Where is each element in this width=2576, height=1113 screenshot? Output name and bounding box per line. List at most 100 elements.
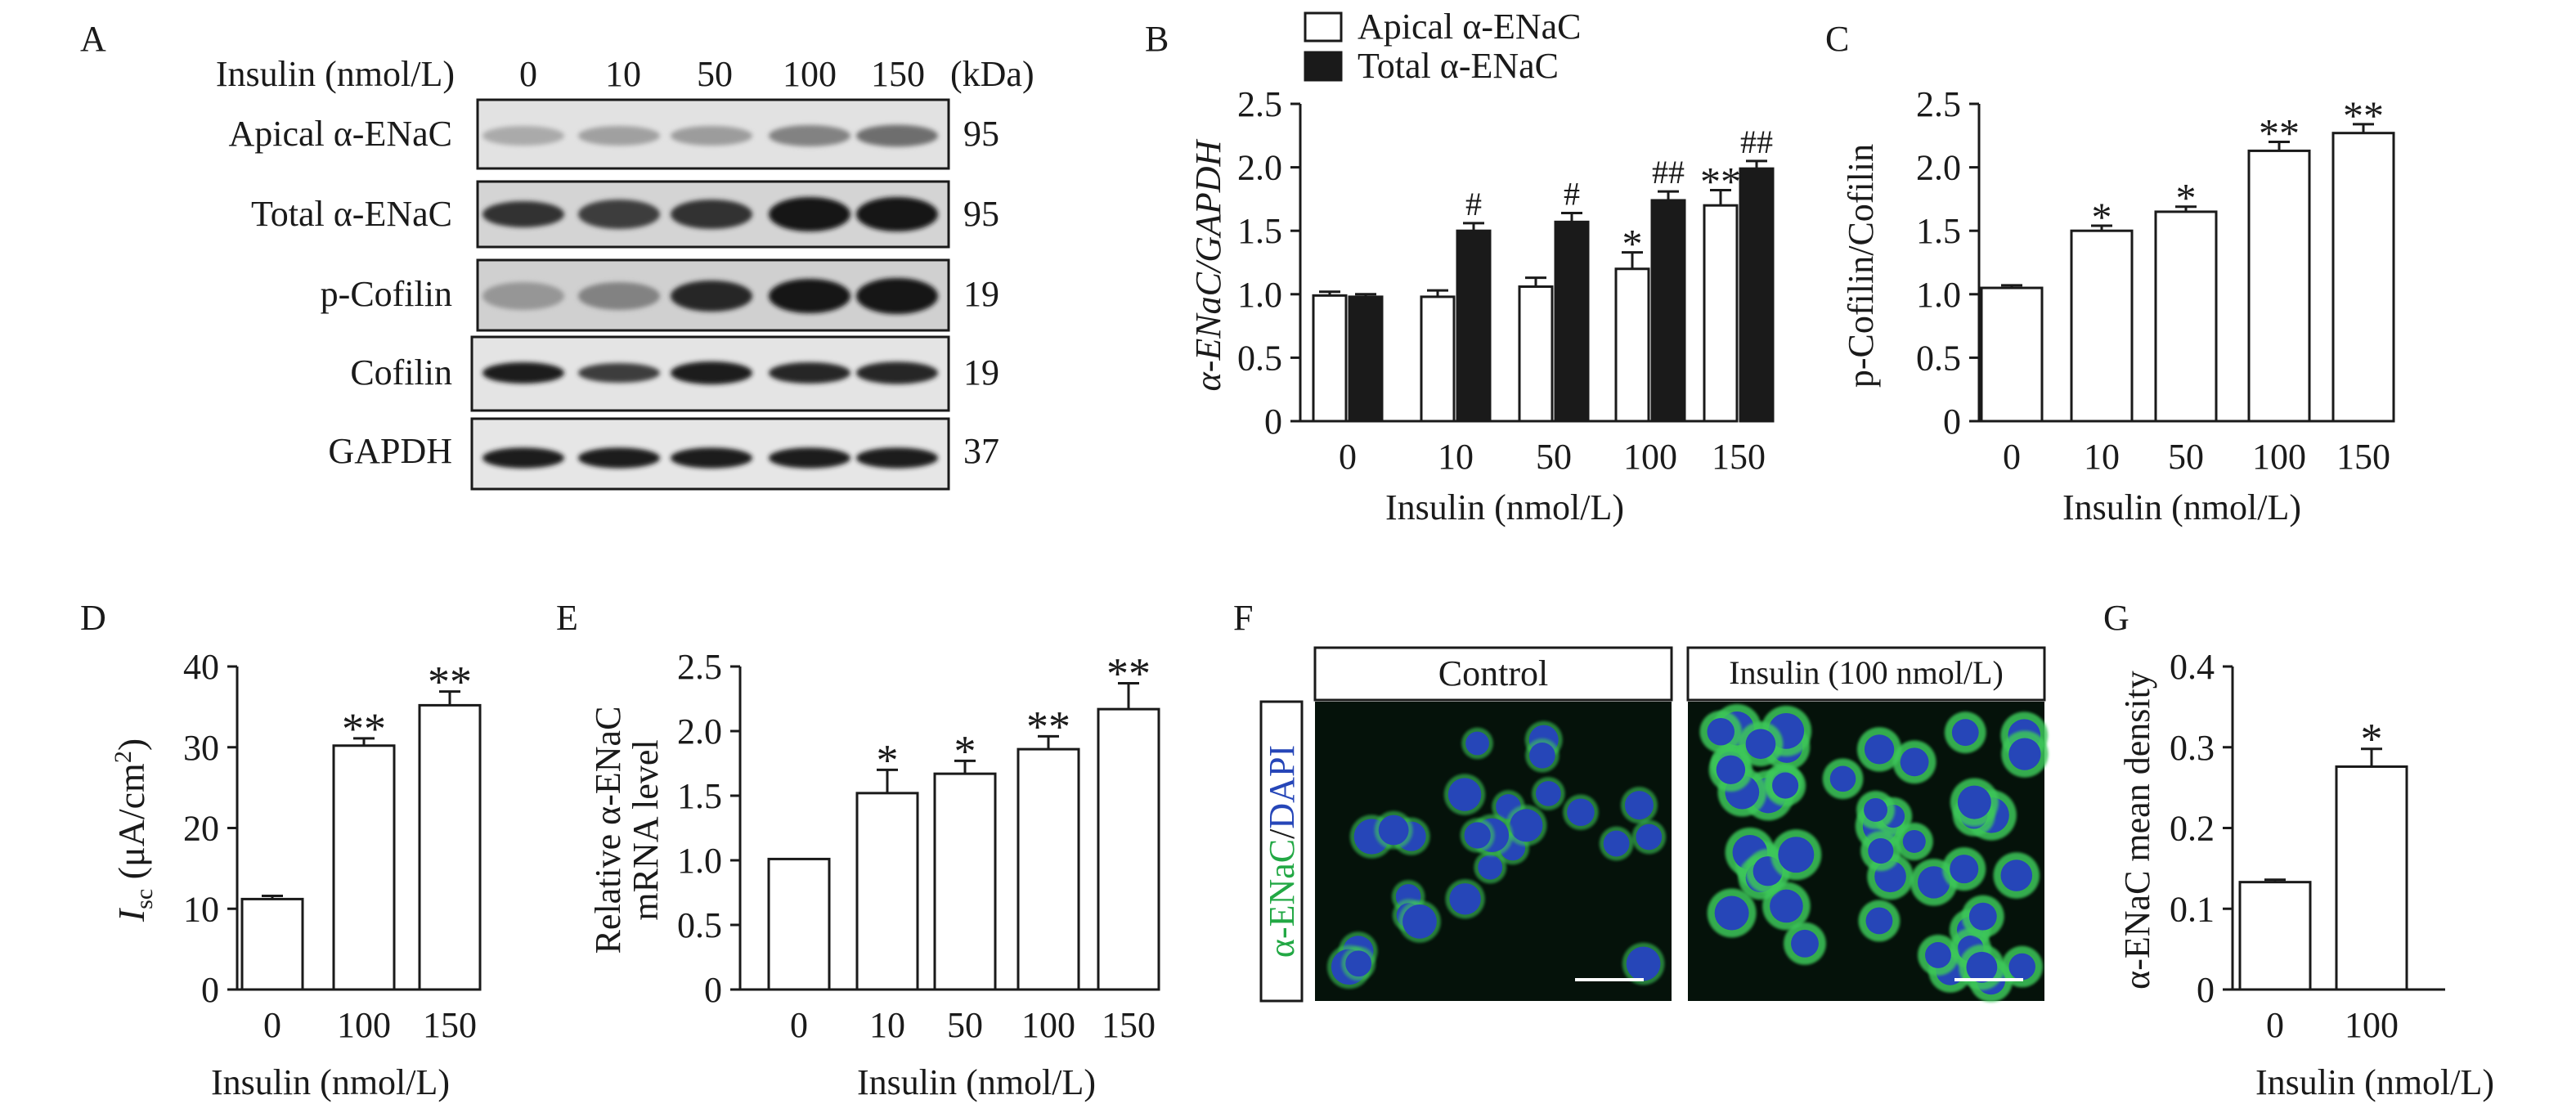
panel-label-d: D (80, 598, 106, 638)
panel-label-c: C (1825, 19, 1849, 59)
scale-bar (1954, 978, 2023, 981)
bar (1554, 220, 1590, 423)
blot-row-pcofilin: p-Cofilin 19 (321, 258, 999, 332)
x-tick-label: 100 (2252, 437, 2306, 477)
cell (1563, 794, 1599, 831)
y-tick-label: 1.0 (1916, 275, 1961, 315)
significance-label: # (1564, 175, 1580, 212)
blot-kda-pcofilin: 19 (963, 274, 999, 314)
y-tick-label: 2.0 (1916, 148, 1961, 188)
blot-kda-apical: 95 (963, 114, 999, 154)
x-tick-label: 100 (1623, 437, 1677, 477)
cell-nucleus (2008, 738, 2041, 770)
cell-nucleus (1636, 824, 1663, 850)
blot-dose-header: Insulin (nmol/L) (216, 54, 455, 94)
significance-label: * (2092, 194, 2112, 240)
blot-band (856, 197, 938, 231)
cell (2001, 730, 2049, 778)
y-tick-label: 0 (704, 970, 722, 1010)
cell-nucleus (1864, 797, 1887, 822)
blot-kda-cofilin: 19 (963, 352, 999, 393)
cell (1892, 740, 1936, 784)
western-blot-panel: Insulin (nmol/L) (kDa) 0 10 50 100 150 A… (216, 54, 1034, 491)
blot-band (578, 363, 660, 383)
x-tick-label: 150 (1102, 1005, 1156, 1045)
cell (1856, 790, 1895, 829)
x-axis-label-g: Insulin (nmol/L) (2255, 1062, 2494, 1102)
cell (1506, 805, 1547, 846)
micro-title-box-control (1313, 646, 1673, 702)
blot-dose-50: 50 (697, 54, 733, 94)
y-tick-label: 0.5 (677, 905, 722, 945)
legend-swatch-total (1304, 51, 1343, 82)
cell-nucleus (1716, 755, 1746, 784)
cell (1443, 774, 1486, 815)
y-tick-label: 1.5 (677, 776, 722, 816)
cell-nucleus (1966, 951, 1998, 983)
cell-nucleus (1968, 902, 1997, 931)
cell-nucleus (1772, 772, 1799, 799)
cell (1738, 721, 1784, 767)
cell-nucleus (1626, 946, 1661, 981)
y-tick-label: 1.5 (1237, 211, 1282, 251)
x-tick-label: 100 (337, 1005, 391, 1045)
cell-nucleus (1714, 895, 1749, 931)
cell-nucleus (1900, 747, 1929, 777)
x-tick-label: 10 (2084, 437, 2120, 477)
bar (2331, 132, 2395, 423)
chart-e: Relative α-ENaC mRNA level Insulin (nmol… (588, 647, 1160, 1102)
bar (767, 857, 831, 991)
blot-row-total: Total α-ENaC 95 (251, 180, 999, 249)
x-tick-label: 150 (423, 1005, 477, 1045)
cell-nucleus (1925, 942, 1951, 968)
micro-label-box (1259, 700, 1304, 1003)
blot-band (578, 126, 660, 146)
blot-band (856, 124, 938, 147)
cell-nucleus (1864, 734, 1895, 765)
cell (1699, 711, 1742, 753)
cell-nucleus (1402, 904, 1437, 939)
blot-dose-150: 150 (871, 54, 925, 94)
significance-label: * (954, 726, 976, 775)
series-0: *** (1312, 159, 1741, 423)
cell-nucleus (1449, 883, 1481, 915)
panel-label-e: E (556, 598, 578, 638)
x-tick-label: 0 (2003, 437, 2021, 477)
cell-nucleus (2008, 953, 2035, 981)
cell (1959, 944, 2005, 990)
x-tick-label: 0 (263, 1005, 281, 1045)
bar (332, 744, 396, 991)
blot-band (769, 362, 850, 384)
y-tick-label: 1.5 (1916, 211, 1961, 251)
scale-bar (1575, 978, 1644, 981)
significance-label: # (1465, 186, 1482, 222)
cell-nucleus (1902, 829, 1926, 853)
y-tick-label: 0.5 (1237, 338, 1282, 378)
significance-label: ## (1652, 154, 1685, 191)
y-axis-label-g: α-ENaC mean density (2117, 671, 2157, 990)
cell (1461, 727, 1493, 760)
cell-nucleus (2000, 859, 2033, 891)
x-axis-label-b: Insulin (nmol/L) (1385, 487, 1624, 527)
cell (1784, 922, 1826, 965)
cell (1707, 888, 1757, 938)
bar (1703, 204, 1739, 423)
blot-kda-total: 95 (963, 194, 999, 234)
cell-nucleus (1567, 798, 1595, 827)
cell (1631, 819, 1667, 855)
cell-nucleus (1865, 907, 1893, 935)
cell-nucleus (1778, 837, 1815, 873)
significance-label: * (2361, 715, 2383, 764)
x-tick-label: 50 (2168, 437, 2204, 477)
cell-nucleus (1464, 822, 1491, 849)
x-tick-label: 10 (869, 1005, 905, 1045)
cell (1398, 900, 1441, 943)
bar (1739, 167, 1775, 423)
cell (1532, 777, 1565, 810)
blot-band (482, 201, 564, 227)
cell (1856, 727, 1902, 772)
cell-nucleus (1345, 950, 1372, 977)
legend-label-apical: Apical α-ENaC (1358, 7, 1582, 47)
cell (1942, 847, 1986, 891)
bar (1518, 285, 1554, 423)
